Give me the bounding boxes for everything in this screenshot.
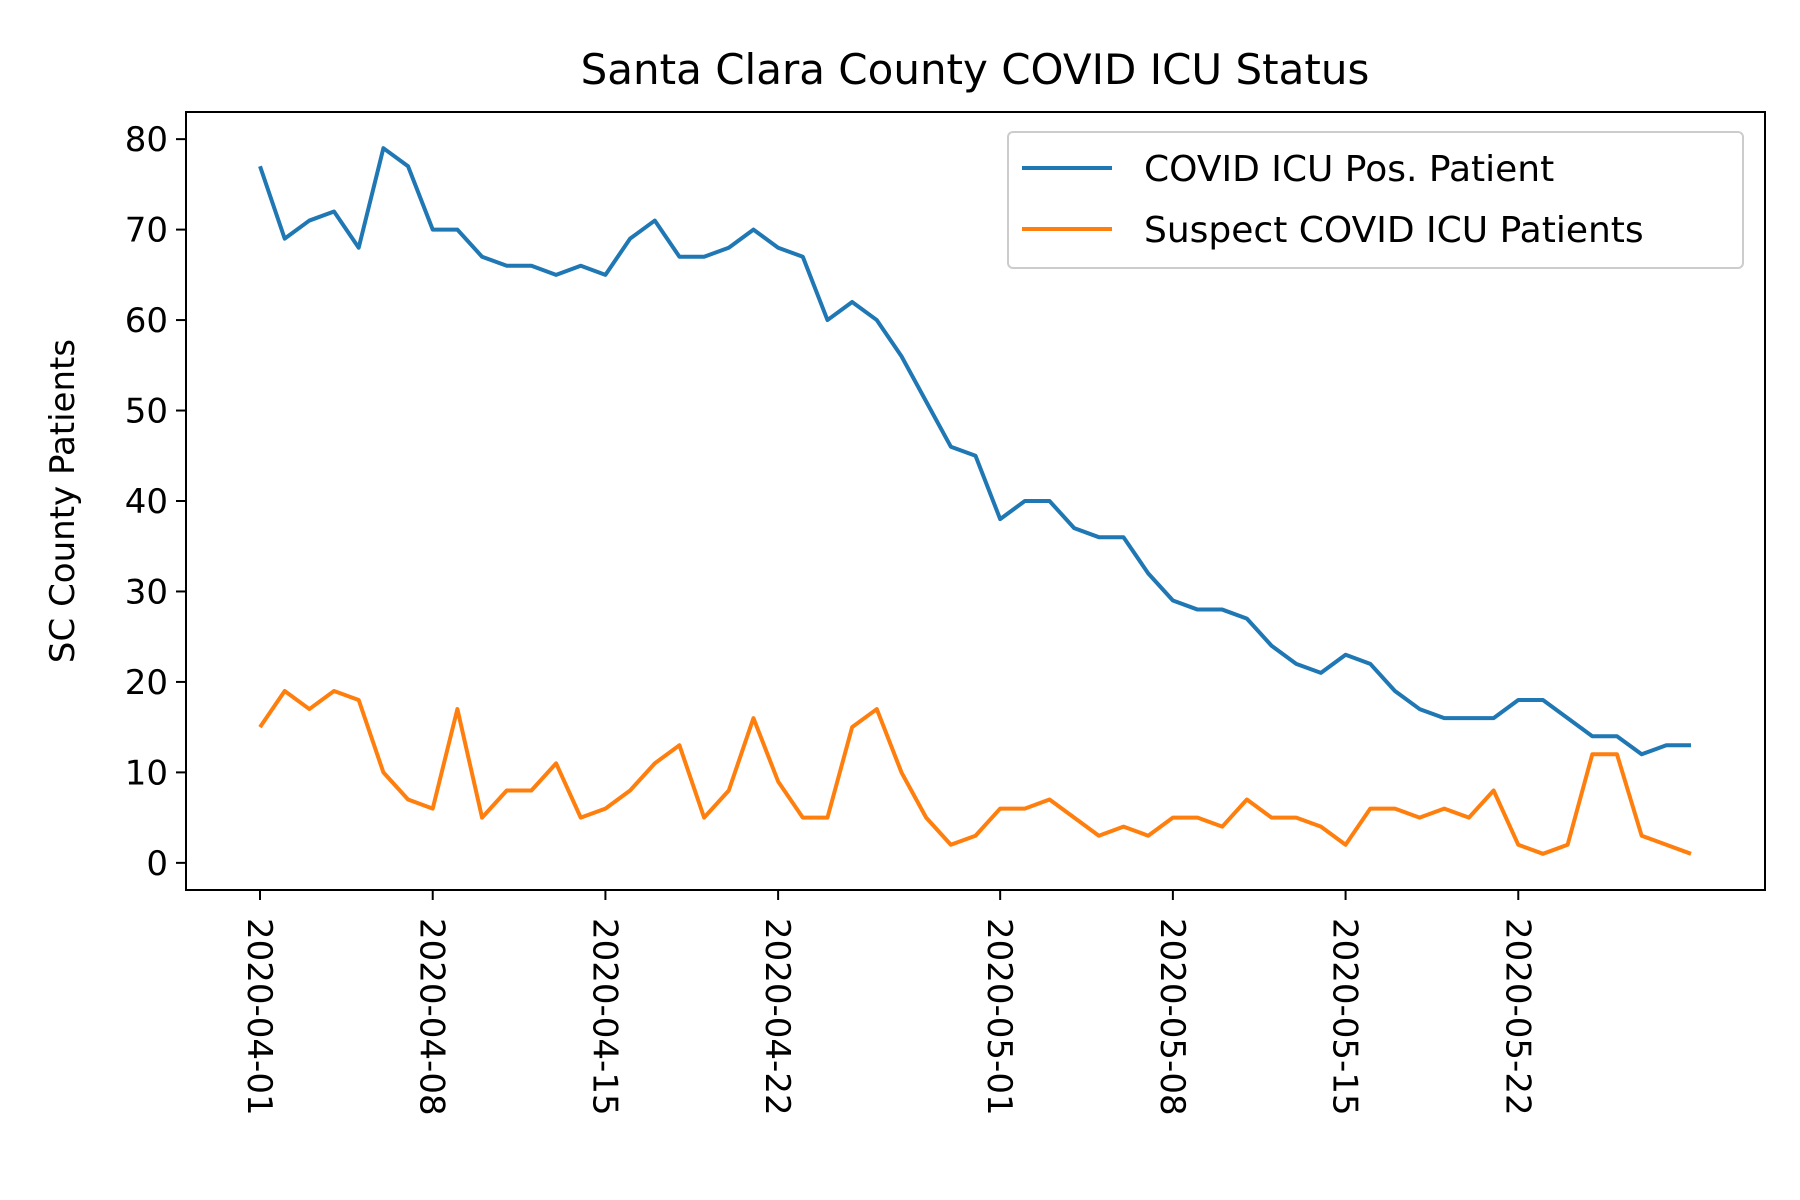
y-tick-label: 0 [146, 844, 168, 884]
chart-title: Santa Clara County COVID ICU Status [581, 45, 1370, 94]
legend-label-0: COVID ICU Pos. Patient [1144, 149, 1554, 190]
legend-label-1: Suspect COVID ICU Patients [1144, 210, 1644, 251]
x-tick-label: 2020-05-22 [1497, 918, 1537, 1116]
y-tick-label: 50 [125, 392, 168, 432]
y-axis-label: SC County Patients [43, 339, 83, 663]
series-line-0 [258, 146, 1691, 757]
x-tick-label: 2020-04-01 [239, 918, 279, 1116]
legend-items: COVID ICU Pos. Patient Suspect COVID ICU … [1022, 149, 1644, 251]
y-tick-label: 60 [125, 301, 168, 341]
y-axis: 0 10 20 30 40 50 60 70 80 [125, 120, 186, 884]
y-tick-label: 30 [125, 572, 168, 612]
x-tick-label: 2020-04-15 [584, 918, 624, 1116]
x-tick-label: 2020-04-08 [412, 918, 452, 1116]
series-line-1 [258, 688, 1692, 856]
legend: COVID ICU Pos. Patient Suspect COVID ICU … [1007, 131, 1744, 269]
y-tick-label: 70 [125, 211, 168, 251]
y-tick-label: 10 [125, 753, 168, 793]
series-layer [258, 146, 1692, 856]
y-tick-label: 40 [125, 482, 168, 522]
x-tick-label: 2020-05-01 [979, 918, 1019, 1116]
x-axis: 2020-04-01 2020-04-08 2020-04-15 2020-04-22… [239, 890, 1537, 1116]
y-tick-label: 80 [125, 120, 168, 160]
x-tick-label: 2020-05-15 [1325, 918, 1365, 1116]
y-tick-label: 20 [125, 663, 168, 703]
x-tick-label: 2020-05-08 [1152, 918, 1192, 1116]
legend-box [1007, 131, 1744, 269]
x-tick-label: 2020-04-22 [757, 918, 797, 1116]
